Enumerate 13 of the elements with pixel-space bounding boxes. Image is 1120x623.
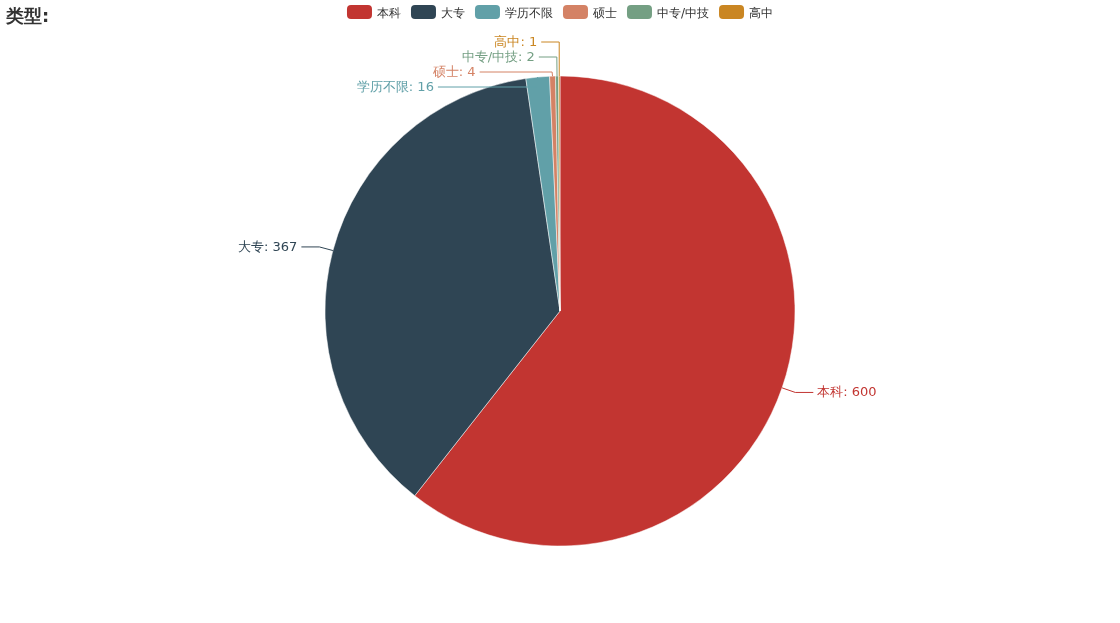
legend-label: 中专/中技	[656, 6, 710, 20]
legend-label: 大专	[440, 6, 465, 20]
legend-label: 硕士	[591, 6, 617, 20]
value-label: 高中: 1	[494, 34, 538, 49]
value-label: 学历不限: 16	[356, 79, 434, 94]
value-label: 本科: 600	[817, 384, 877, 400]
value-label: 硕士: 4	[432, 64, 476, 79]
value-label: 中专/中技: 2	[461, 49, 535, 64]
legend-label: 学历不限	[504, 6, 553, 20]
legend-label: 本科	[376, 6, 401, 20]
legend-label: 高中	[749, 6, 774, 20]
text: 类型:	[5, 5, 50, 26]
value-label: 大专: 367	[238, 238, 298, 254]
